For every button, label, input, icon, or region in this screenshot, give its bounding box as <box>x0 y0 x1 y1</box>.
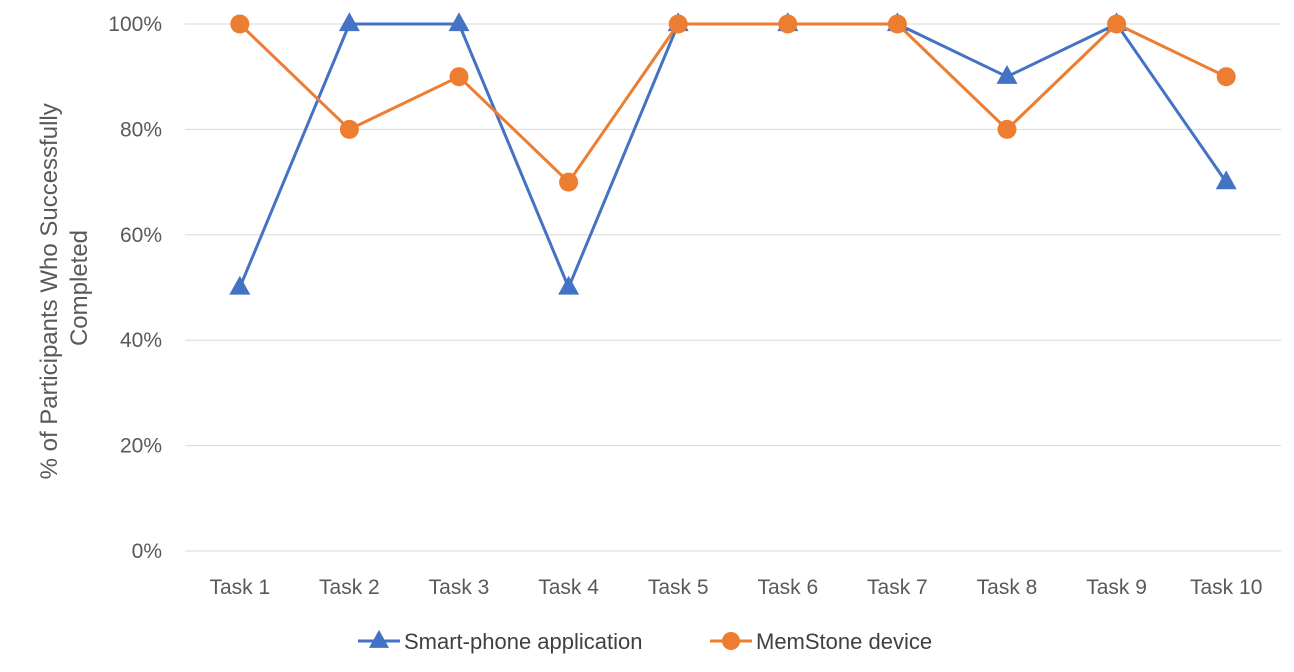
y-tick-label: 60% <box>120 224 162 247</box>
y-axis-title-line-2: Completed <box>66 230 93 346</box>
legend-marker <box>722 632 740 650</box>
y-tick-label: 80% <box>120 118 162 141</box>
x-tick-label: Task 8 <box>977 576 1038 599</box>
data-point <box>778 14 798 34</box>
x-tick-label: Task 4 <box>538 576 599 599</box>
y-tick-label: 0% <box>132 540 162 563</box>
data-point <box>338 12 360 32</box>
x-tick-label: Task 2 <box>319 576 380 599</box>
x-tick-label: Task 5 <box>648 576 709 599</box>
legend-label: MemStone device <box>756 629 932 654</box>
data-point <box>558 275 580 295</box>
y-axis-title-text: % of Participants Who Successfully Compl… <box>36 97 93 480</box>
data-point <box>339 119 359 139</box>
data-point <box>996 64 1018 84</box>
data-point <box>1107 14 1127 34</box>
data-point <box>1215 170 1237 190</box>
x-tick-label: Task 6 <box>757 576 818 599</box>
x-axis-tick-labels: Task 1 Task 2 Task 3 Task 4 Task 5 Task 6 Task… <box>209 576 1262 599</box>
series-2 <box>230 14 1236 192</box>
legend-entry-2: MemStone device <box>710 629 932 654</box>
data-point <box>229 275 251 295</box>
data-point <box>887 14 907 34</box>
y-tick-label: 40% <box>120 329 162 352</box>
x-tick-label: Task 7 <box>867 576 928 599</box>
series-lines <box>229 12 1237 295</box>
data-point <box>449 67 469 87</box>
series-line <box>238 22 1228 289</box>
data-point <box>559 172 579 192</box>
x-tick-label: Task 9 <box>1086 576 1147 599</box>
data-point <box>448 12 470 32</box>
legend-label: Smart-phone application <box>404 629 642 654</box>
data-point <box>997 119 1017 139</box>
data-point <box>668 14 688 34</box>
series-line <box>238 22 1227 184</box>
gridlines <box>185 23 1281 552</box>
y-tick-label: 100% <box>108 13 162 36</box>
legend-marker <box>369 629 389 648</box>
x-tick-label: Task 1 <box>209 576 270 599</box>
data-point <box>1216 67 1236 87</box>
y-axis-tick-labels: 0% 20% 40% 60% 80% 100% <box>108 13 162 563</box>
legend: Smart-phone application MemStone device <box>358 629 932 654</box>
data-point <box>230 14 250 34</box>
legend-entry-1: Smart-phone application <box>358 629 642 654</box>
y-tick-label: 20% <box>120 435 162 458</box>
y-axis-title: % of Participants Who Successfully Compl… <box>36 97 93 480</box>
y-axis-title-line-1: % of Participants Who Successfully <box>36 103 63 479</box>
x-tick-label: Task 10 <box>1190 576 1262 599</box>
x-tick-label: Task 3 <box>429 576 490 599</box>
